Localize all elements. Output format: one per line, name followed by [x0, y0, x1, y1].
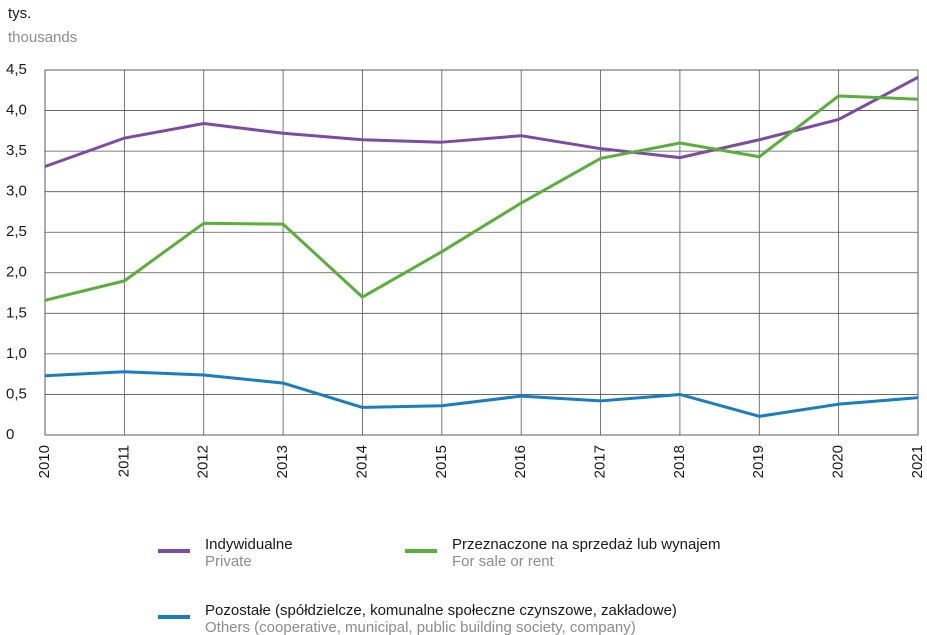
x-tick-label: 2013: [274, 445, 291, 478]
series-line: [44, 94, 919, 302]
series-line: [44, 370, 919, 418]
x-tick-label: 2015: [433, 445, 450, 478]
y-axis-label-secondary: thousands: [8, 29, 77, 46]
y-tick-label: 1,5: [6, 304, 27, 321]
legend-label-secondary: Others (cooperative, municipal, public b…: [205, 619, 636, 635]
y-tick-label: 0,5: [6, 385, 27, 402]
y-tick-label: 2,0: [6, 264, 27, 281]
y-tick-label: 1,0: [6, 345, 27, 362]
y-tick-label: 2,5: [6, 223, 27, 240]
x-tick-label: 2021: [909, 445, 926, 478]
x-tick-label: 2018: [671, 445, 688, 478]
plot-border: [44, 69, 919, 436]
legend-label: Indywidualne: [205, 536, 293, 553]
x-tick-label: 2017: [592, 445, 609, 478]
legend-label: Pozostałe (spółdzielcze, komunalne społe…: [205, 602, 677, 619]
x-tick-label: 2014: [353, 445, 370, 478]
y-tick-label: 4,0: [6, 102, 27, 119]
x-tick-label: 2016: [512, 445, 529, 478]
y-axis-label: tys.: [8, 5, 31, 22]
legend-label-secondary: Private: [205, 553, 252, 570]
y-tick-label: 4,5: [6, 61, 27, 78]
series-line: [44, 75, 919, 168]
legend-label-secondary: For sale or rent: [452, 553, 555, 570]
x-tick-label: 2012: [195, 445, 212, 478]
x-tick-label: 2019: [750, 445, 767, 478]
x-tick-label: 2020: [830, 445, 847, 478]
legend-label: Przeznaczone na sprzedaż lub wynajem: [452, 536, 720, 553]
y-tick-label: 0: [6, 426, 14, 443]
y-tick-label: 3,0: [6, 183, 27, 200]
x-tick-label: 2011: [115, 445, 132, 477]
y-tick-label: 3,5: [6, 142, 27, 159]
x-tick-label: 2010: [36, 445, 53, 478]
